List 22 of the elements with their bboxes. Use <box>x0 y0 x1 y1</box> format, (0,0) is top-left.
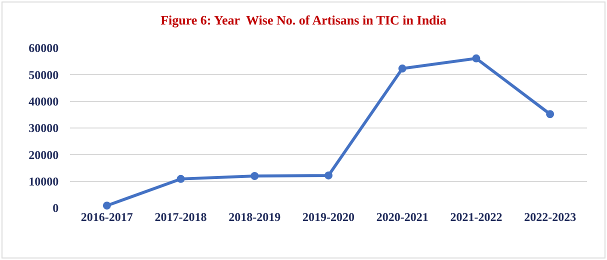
x-tick-label: 2021-2022 <box>450 210 502 224</box>
point <box>250 172 259 180</box>
y-tick-label: 10000 <box>28 174 59 189</box>
y-tick-label: 20000 <box>28 148 59 162</box>
x-tick-label: 2020-2021 <box>376 210 428 224</box>
point <box>176 174 185 183</box>
x-tick-label: 2018-2019 <box>228 210 281 224</box>
y-tick-label: 60000 <box>28 41 59 56</box>
y-tick-label: 0 <box>52 201 59 216</box>
x-tick-label: 2019-2020 <box>302 210 354 224</box>
chart-title: Figure 6: Year Wise No. of Artisans in TIC in India <box>160 12 447 28</box>
x-tick-label: 2017-2018 <box>154 210 207 224</box>
point <box>102 202 111 210</box>
point <box>546 110 554 118</box>
x-tick-label: 2016-2017 <box>80 210 133 224</box>
y-tick-label: 40000 <box>28 94 59 109</box>
y-tick-label: 50000 <box>28 68 59 82</box>
point <box>472 54 480 62</box>
y-tick-label: 30000 <box>28 121 59 136</box>
point <box>398 64 406 73</box>
x-tick-label: 2022-2023 <box>524 210 576 224</box>
point <box>324 171 332 180</box>
